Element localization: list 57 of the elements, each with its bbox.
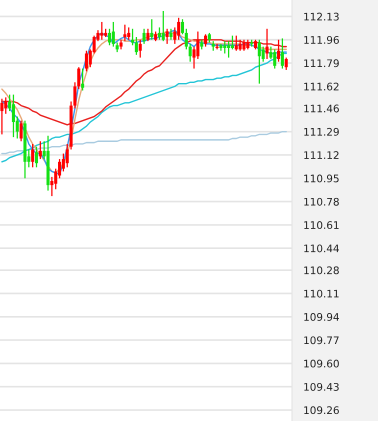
- y-tick-label: 111.29: [304, 128, 339, 136]
- y-tick-label: 111.96: [304, 36, 339, 44]
- y-tick-label: 109.26: [304, 406, 339, 414]
- candlestick: [134, 36, 138, 56]
- candlestick: [254, 39, 258, 50]
- candlestick: [238, 39, 242, 52]
- candlestick: [280, 38, 284, 70]
- candlestick: [127, 26, 130, 40]
- candlestick: [31, 143, 34, 168]
- candlestick: [166, 28, 169, 45]
- candlestick: [12, 94, 15, 138]
- candlestick: [150, 18, 154, 40]
- candlestick: [108, 28, 112, 46]
- candlestick: [204, 34, 208, 48]
- y-tick-label: 111.79: [304, 59, 339, 68]
- candlestick: [154, 30, 158, 42]
- candlestick: [277, 39, 280, 62]
- candlestick: [146, 28, 150, 42]
- candlestick: [284, 56, 288, 71]
- y-tick-label: 109.43: [304, 382, 339, 391]
- candlestick: [119, 39, 123, 50]
- candlestick: [0, 98, 4, 136]
- candlestick: [84, 50, 88, 72]
- candlestick: [34, 146, 38, 168]
- y-tick-label: 110.61: [304, 221, 339, 230]
- y-tick-label: 112.13: [304, 12, 339, 21]
- candlestick: [81, 68, 84, 92]
- candlestick: [158, 26, 161, 40]
- y-tick-label: 110.28: [304, 266, 339, 274]
- candlestick: [38, 140, 42, 160]
- candlestick: [200, 39, 204, 50]
- candlestick: [177, 17, 180, 40]
- y-tick-label: 110.11: [304, 290, 339, 298]
- candlestick: [258, 39, 261, 84]
- y-tick-label: 111.46: [304, 104, 339, 112]
- candlestick: [208, 32, 211, 44]
- candlestick: [246, 39, 250, 50]
- y-tick-label: 109.94: [304, 313, 339, 321]
- candlestick: [234, 35, 238, 52]
- candlestick: [138, 39, 142, 58]
- candlestick: [20, 120, 23, 142]
- candlestick: [265, 28, 269, 60]
- y-tick-label: 111.12: [304, 151, 339, 159]
- y-tick-label: 110.78: [304, 198, 339, 206]
- y-tick-label: 109.60: [304, 360, 339, 368]
- y-tick-label: 111.62: [304, 82, 339, 90]
- candlestick: [212, 40, 215, 52]
- y-tick-label: 110.95: [304, 174, 339, 182]
- candlestick: [169, 28, 173, 40]
- candlestick: [223, 40, 226, 54]
- candlestick: [242, 39, 246, 52]
- candlestick: [273, 48, 276, 70]
- y-tick-label: 110.44: [304, 244, 339, 252]
- y-tick-label: 109.77: [304, 336, 339, 344]
- candlestick: [196, 30, 200, 60]
- candlestick: [142, 28, 146, 45]
- candlestick: [162, 10, 165, 42]
